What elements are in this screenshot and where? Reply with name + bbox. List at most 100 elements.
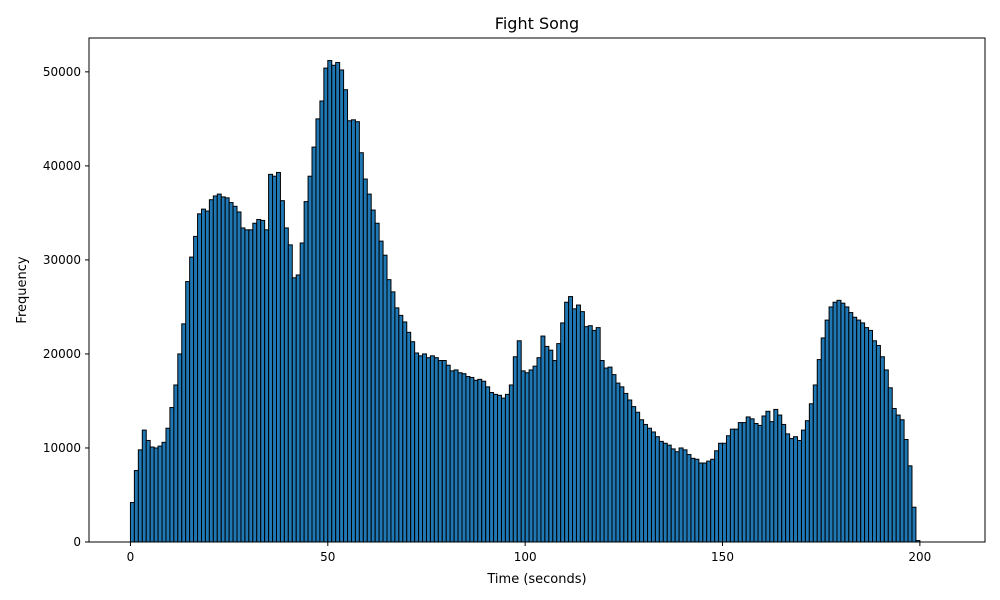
histogram-bar bbox=[864, 327, 870, 543]
histogram-bar bbox=[560, 322, 566, 543]
histogram-bar bbox=[228, 202, 234, 543]
histogram-bar bbox=[540, 335, 546, 543]
histogram-bar bbox=[133, 470, 139, 543]
histogram-bar bbox=[722, 442, 727, 543]
histogram-bar bbox=[872, 340, 877, 543]
histogram-bar bbox=[232, 205, 238, 543]
histogram-bar bbox=[429, 355, 435, 543]
histogram-bar bbox=[564, 301, 570, 543]
histogram-bar bbox=[272, 175, 277, 543]
histogram-bar bbox=[350, 119, 356, 543]
histogram-bar bbox=[836, 299, 842, 543]
histogram-bar bbox=[875, 344, 881, 543]
histogram-bar bbox=[832, 301, 838, 543]
histogram-bar bbox=[674, 451, 680, 543]
histogram-bar bbox=[639, 419, 645, 543]
histogram-bar bbox=[422, 353, 427, 543]
histogram-bar bbox=[303, 201, 309, 543]
histogram-bar bbox=[366, 193, 372, 543]
histogram-bar bbox=[173, 384, 179, 543]
histogram-bar bbox=[595, 327, 601, 543]
histogram-bar bbox=[508, 384, 514, 543]
y-tick-label: 30000 bbox=[43, 253, 81, 267]
histogram-bar bbox=[327, 60, 333, 543]
histogram-bar bbox=[820, 337, 826, 543]
x-tick-label: 100 bbox=[514, 550, 537, 564]
histogram-bar bbox=[129, 502, 135, 543]
histogram-bar bbox=[224, 197, 230, 543]
histogram-bar bbox=[256, 218, 262, 543]
histogram-bar bbox=[500, 397, 506, 543]
histogram-bar bbox=[299, 242, 305, 543]
histogram-bar bbox=[398, 314, 404, 543]
histogram-bar bbox=[844, 306, 850, 543]
histogram-bar bbox=[410, 341, 416, 543]
histogram-bar bbox=[362, 178, 368, 543]
histogram-bar bbox=[603, 367, 609, 543]
chart-title: Fight Song bbox=[495, 14, 579, 33]
histogram-bar bbox=[812, 384, 818, 543]
histogram-bar bbox=[615, 382, 621, 543]
histogram-bar bbox=[504, 393, 510, 543]
histogram-bar bbox=[453, 369, 459, 543]
histogram-bar bbox=[824, 319, 830, 543]
histogram-bar bbox=[153, 447, 159, 543]
histogram-bar bbox=[643, 423, 649, 543]
histogram-bar bbox=[260, 219, 266, 543]
histogram-bar bbox=[145, 439, 151, 543]
histogram-bar bbox=[745, 416, 751, 543]
histogram-bar bbox=[729, 428, 735, 543]
histogram-bar bbox=[654, 436, 660, 543]
y-axis-label: Frequency bbox=[15, 256, 30, 323]
histogram-bar bbox=[907, 465, 913, 543]
histogram-bar bbox=[682, 449, 688, 543]
histogram-bar bbox=[860, 322, 866, 543]
histogram-bar bbox=[647, 427, 652, 543]
histogram-bar bbox=[208, 199, 214, 543]
histogram-bar bbox=[390, 291, 396, 543]
histogram-bar bbox=[749, 418, 755, 543]
histogram-bar bbox=[828, 306, 834, 543]
histogram-bar bbox=[572, 308, 577, 543]
histogram-bar bbox=[149, 446, 155, 543]
histogram-bar bbox=[323, 67, 329, 543]
histogram-bar bbox=[157, 445, 163, 543]
histogram-bar bbox=[808, 403, 814, 543]
histogram-bar bbox=[714, 450, 720, 543]
histogram-bar bbox=[879, 356, 885, 543]
histogram-bar bbox=[165, 427, 171, 543]
histogram-bar bbox=[552, 360, 558, 543]
histogram-bar bbox=[706, 460, 712, 543]
histogram-bar bbox=[441, 360, 447, 543]
histogram-bar bbox=[335, 61, 341, 543]
plot-frame bbox=[88, 37, 986, 543]
histogram-bar bbox=[769, 421, 775, 543]
histogram-bar bbox=[575, 304, 581, 543]
histogram-bar bbox=[725, 435, 731, 543]
histogram-bar bbox=[485, 386, 491, 543]
histogram-bar bbox=[347, 120, 352, 543]
x-axis-label: Time (seconds) bbox=[486, 572, 586, 587]
histogram-bar bbox=[524, 372, 530, 543]
histogram-bar bbox=[631, 406, 637, 543]
histogram-bar bbox=[670, 448, 676, 543]
histogram-bar bbox=[797, 439, 802, 543]
histogram-bar bbox=[457, 372, 463, 543]
histogram-bar bbox=[283, 227, 289, 543]
histogram-bar bbox=[793, 436, 799, 543]
histogram-bar bbox=[694, 458, 700, 543]
histogram-bar bbox=[141, 429, 147, 543]
histogram-bar bbox=[319, 100, 325, 543]
histogram-bar bbox=[587, 325, 593, 543]
histogram-bar bbox=[216, 193, 222, 543]
histogram-bar bbox=[804, 420, 810, 543]
histogram-bar bbox=[497, 394, 502, 543]
histogram-bar bbox=[690, 457, 696, 543]
histogram-bar bbox=[777, 414, 783, 543]
histogram-bar bbox=[295, 274, 301, 543]
histogram-bar bbox=[437, 360, 443, 543]
histogram-bar bbox=[386, 279, 392, 543]
histogram-bar bbox=[315, 118, 321, 543]
histogram-bar bbox=[757, 424, 763, 543]
